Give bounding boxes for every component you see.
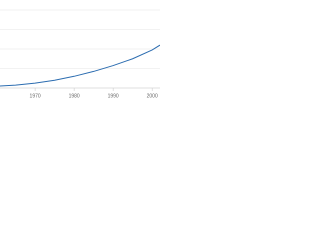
- x-tick-label: 1990: [108, 93, 119, 99]
- page: {"chart_data": {"type": "line", "x": [19…: [0, 0, 160, 106]
- chart: 1970 1980 1990 2000: [0, 9, 160, 99]
- line-series: [0, 44, 160, 87]
- x-tick-label: 1980: [69, 93, 80, 99]
- x-tick-label: 1970: [30, 93, 41, 99]
- x-tick-label: 2000: [147, 93, 158, 99]
